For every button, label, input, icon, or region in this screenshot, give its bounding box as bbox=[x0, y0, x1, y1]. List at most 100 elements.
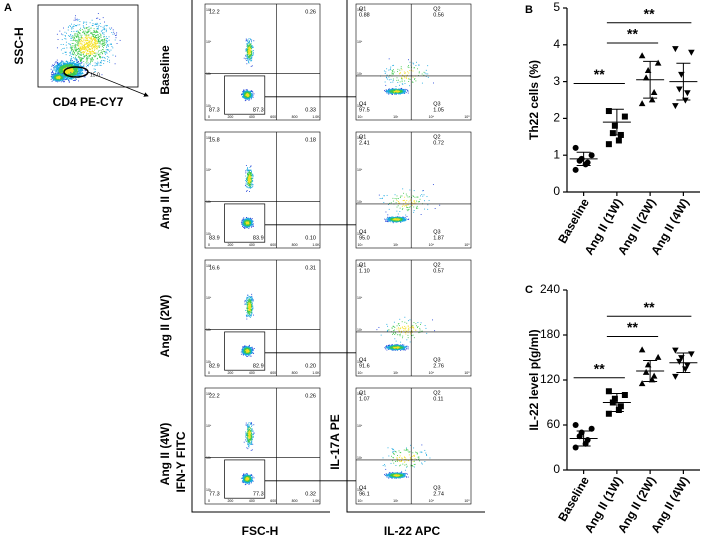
event-dot bbox=[248, 44, 250, 46]
event-dot bbox=[83, 45, 85, 47]
event-dot bbox=[63, 65, 65, 67]
event-dot bbox=[90, 45, 92, 47]
event-dot bbox=[56, 68, 58, 70]
event-dot bbox=[73, 39, 75, 41]
event-dot bbox=[245, 92, 247, 94]
event-dot bbox=[95, 64, 97, 66]
event-dot bbox=[94, 38, 96, 40]
event-dot bbox=[246, 91, 248, 93]
event-dot bbox=[94, 40, 96, 42]
event-dot bbox=[87, 62, 89, 64]
event-dot bbox=[80, 44, 82, 46]
event-dot bbox=[85, 35, 87, 37]
event-dot bbox=[63, 79, 65, 80]
event-dot bbox=[116, 43, 118, 44]
event-dot bbox=[91, 40, 93, 42]
event-dot bbox=[84, 37, 86, 38]
event-dot bbox=[60, 69, 62, 71]
event-dot bbox=[251, 96, 253, 98]
event-dot bbox=[90, 53, 91, 55]
event-dot bbox=[93, 43, 95, 45]
event-dot bbox=[60, 69, 62, 71]
event-dot bbox=[79, 29, 81, 31]
plot-frame bbox=[204, 3, 321, 121]
event-dot bbox=[102, 44, 104, 46]
event-dot bbox=[66, 69, 68, 71]
event-dot bbox=[73, 50, 75, 52]
event-dot bbox=[90, 27, 92, 29]
event-dot bbox=[75, 50, 77, 52]
event-dot bbox=[76, 73, 78, 75]
event-dot bbox=[59, 79, 61, 81]
event-dot bbox=[84, 50, 86, 52]
event-dot bbox=[72, 68, 74, 69]
event-dot bbox=[106, 41, 108, 43]
event-dot bbox=[67, 74, 68, 76]
event-dot bbox=[80, 51, 82, 53]
event-dot bbox=[95, 55, 97, 57]
event-dot bbox=[64, 62, 65, 64]
event-dot bbox=[404, 88, 406, 90]
event-dot bbox=[83, 76, 85, 78]
event-dot bbox=[69, 70, 71, 72]
event-dot bbox=[79, 58, 81, 60]
flow-x-tick: 10³ bbox=[393, 115, 399, 119]
flow-x-tick: 0 bbox=[208, 115, 210, 119]
event-dot bbox=[69, 43, 71, 45]
event-dot bbox=[249, 95, 251, 97]
event-dot bbox=[99, 35, 101, 37]
event-dot bbox=[64, 64, 66, 66]
event-dot bbox=[57, 76, 59, 78]
event-dot bbox=[78, 19, 80, 21]
event-dot bbox=[94, 68, 96, 70]
event-dot bbox=[94, 30, 96, 32]
event-dot bbox=[247, 98, 249, 100]
event-dot bbox=[80, 57, 81, 59]
event-dot bbox=[53, 77, 55, 78]
event-dot bbox=[245, 59, 247, 61]
event-dot bbox=[66, 63, 68, 65]
event-dot bbox=[83, 51, 85, 53]
event-dot bbox=[60, 65, 62, 67]
event-dot bbox=[244, 96, 246, 98]
event-dot bbox=[99, 56, 100, 58]
event-dot bbox=[66, 73, 68, 75]
event-dot bbox=[74, 48, 76, 50]
event-dot bbox=[248, 45, 250, 47]
event-dot bbox=[100, 65, 102, 66]
event-dot bbox=[55, 72, 57, 74]
event-dot bbox=[62, 78, 64, 80]
event-dot bbox=[62, 70, 64, 72]
event-dot bbox=[65, 44, 67, 46]
event-dot bbox=[398, 89, 400, 91]
event-dot bbox=[246, 51, 248, 53]
event-dot bbox=[67, 72, 69, 74]
event-dot bbox=[81, 59, 83, 61]
event-dot bbox=[98, 26, 99, 28]
event-dot bbox=[60, 77, 61, 79]
event-dot bbox=[66, 65, 68, 67]
flow-y-tick: 10³ bbox=[357, 72, 363, 76]
event-dot bbox=[69, 63, 71, 65]
il-plot: 10² 10³ 10⁴ 10⁵10²10³10⁴10⁵Q10.88Q20.56Q497… bbox=[355, 3, 472, 121]
event-dot bbox=[77, 64, 79, 66]
event-dot bbox=[78, 55, 80, 57]
event-dot bbox=[58, 69, 60, 71]
event-dot bbox=[252, 50, 254, 52]
event-dot bbox=[75, 50, 77, 52]
event-dot bbox=[98, 53, 100, 55]
event-dot bbox=[82, 57, 83, 59]
event-dot bbox=[79, 32, 81, 34]
event-dot bbox=[244, 94, 245, 96]
event-dot bbox=[96, 38, 98, 40]
event-dot bbox=[96, 26, 98, 27]
event-dot bbox=[250, 47, 252, 48]
event-dot bbox=[90, 46, 92, 48]
event-dot bbox=[61, 71, 63, 73]
event-dot bbox=[99, 32, 101, 34]
event-dot bbox=[72, 54, 74, 55]
event-dot bbox=[96, 31, 98, 33]
event-dot bbox=[64, 64, 66, 66]
event-dot bbox=[65, 71, 67, 73]
event-dot bbox=[97, 46, 99, 48]
